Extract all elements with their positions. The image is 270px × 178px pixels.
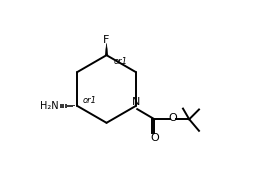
Text: F: F <box>103 35 110 45</box>
Text: O: O <box>169 113 177 123</box>
Text: or1: or1 <box>114 57 128 66</box>
Text: H₂N: H₂N <box>40 101 59 111</box>
Text: or1: or1 <box>83 96 97 105</box>
Text: O: O <box>150 133 159 143</box>
Text: N: N <box>131 97 140 107</box>
Polygon shape <box>105 43 108 55</box>
